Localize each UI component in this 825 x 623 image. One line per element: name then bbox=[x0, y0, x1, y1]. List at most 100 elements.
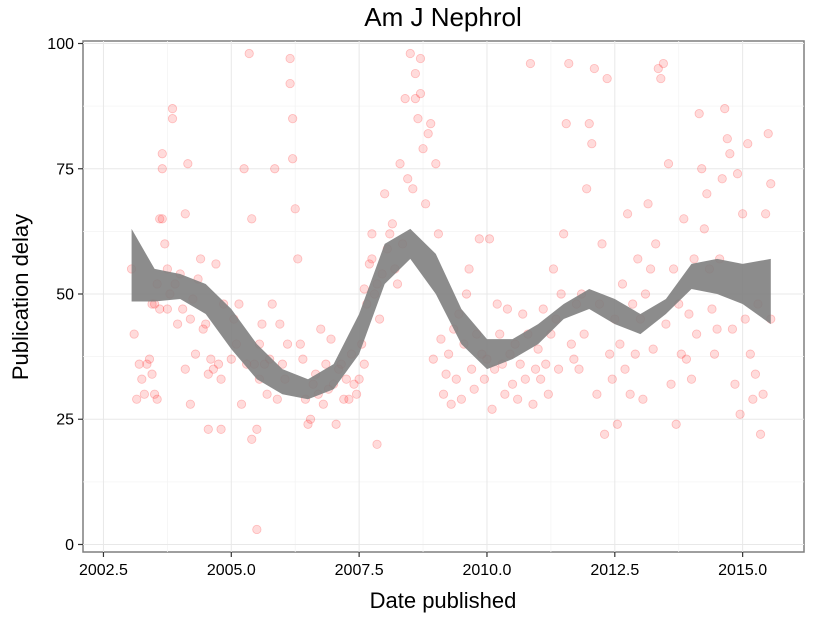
data-point bbox=[160, 239, 170, 249]
data-point bbox=[295, 339, 305, 349]
data-point bbox=[735, 409, 745, 419]
data-point bbox=[162, 304, 172, 314]
data-point bbox=[372, 439, 382, 449]
data-point bbox=[431, 159, 441, 169]
data-point bbox=[367, 229, 377, 239]
x-tick-label: 2002.5 bbox=[79, 562, 128, 579]
data-point bbox=[137, 374, 147, 384]
data-point bbox=[211, 259, 221, 269]
data-point bbox=[622, 209, 633, 219]
data-point bbox=[617, 279, 628, 289]
data-point bbox=[190, 349, 201, 359]
data-point bbox=[556, 289, 566, 299]
x-tick-label: 2007.5 bbox=[335, 562, 384, 579]
data-point bbox=[359, 359, 369, 369]
data-point bbox=[456, 394, 466, 404]
data-point bbox=[679, 214, 689, 224]
data-point bbox=[433, 229, 443, 239]
data-point bbox=[738, 209, 748, 219]
data-point bbox=[321, 359, 331, 369]
data-point bbox=[461, 289, 472, 299]
data-point bbox=[400, 94, 410, 104]
data-point bbox=[653, 63, 663, 74]
data-point bbox=[638, 394, 648, 404]
data-point bbox=[144, 354, 155, 364]
data-point bbox=[702, 189, 712, 199]
data-point bbox=[380, 189, 390, 199]
data-point bbox=[172, 319, 183, 329]
data-point bbox=[743, 139, 753, 149]
data-point bbox=[602, 73, 612, 84]
data-point bbox=[732, 169, 743, 179]
y-axis-title: Publication delay bbox=[8, 214, 33, 380]
data-point bbox=[147, 369, 157, 379]
data-point bbox=[305, 414, 316, 424]
y-tick-label: 50 bbox=[56, 286, 74, 303]
data-point bbox=[692, 329, 702, 339]
data-point bbox=[492, 299, 502, 309]
data-point bbox=[244, 48, 254, 59]
data-point bbox=[620, 364, 630, 374]
data-point bbox=[725, 149, 735, 159]
x-tick-label: 2015.0 bbox=[718, 562, 767, 579]
data-point bbox=[270, 164, 280, 174]
data-point bbox=[203, 424, 213, 434]
data-point bbox=[709, 349, 720, 359]
data-point bbox=[403, 174, 413, 184]
y-tick-label: 75 bbox=[56, 161, 74, 178]
data-point bbox=[185, 399, 195, 409]
data-point bbox=[139, 389, 149, 399]
data-point bbox=[288, 114, 298, 124]
data-point bbox=[418, 144, 428, 154]
data-point bbox=[267, 299, 277, 309]
data-point bbox=[630, 349, 640, 359]
data-point bbox=[326, 334, 336, 344]
data-point bbox=[651, 239, 661, 249]
data-point bbox=[206, 354, 216, 364]
data-point bbox=[758, 389, 768, 399]
data-point bbox=[351, 389, 362, 399]
data-point bbox=[451, 374, 461, 384]
data-point bbox=[681, 354, 691, 364]
data-point bbox=[410, 68, 420, 79]
data-point bbox=[755, 429, 766, 439]
data-point bbox=[392, 279, 403, 289]
data-point bbox=[196, 254, 206, 264]
data-point bbox=[129, 329, 139, 339]
data-point bbox=[745, 349, 755, 359]
y-tick-label: 100 bbox=[47, 36, 74, 53]
data-point bbox=[155, 304, 165, 314]
data-point bbox=[180, 209, 190, 219]
data-point bbox=[239, 164, 249, 174]
data-point bbox=[607, 374, 617, 384]
data-point bbox=[597, 239, 607, 249]
data-point bbox=[538, 304, 548, 314]
data-point bbox=[694, 109, 704, 119]
data-point bbox=[252, 424, 262, 434]
data-point bbox=[730, 379, 740, 389]
x-tick-label: 2012.5 bbox=[590, 562, 639, 579]
data-point bbox=[748, 394, 758, 404]
data-point bbox=[152, 394, 162, 404]
data-point bbox=[707, 304, 717, 314]
data-point bbox=[234, 299, 244, 309]
data-point bbox=[643, 199, 653, 209]
data-point bbox=[247, 434, 257, 444]
data-point bbox=[167, 114, 178, 124]
data-point bbox=[272, 394, 282, 404]
data-point bbox=[288, 154, 298, 164]
data-point bbox=[536, 374, 546, 384]
data-point bbox=[520, 374, 530, 384]
data-point bbox=[599, 429, 610, 439]
data-point bbox=[201, 319, 211, 329]
data-point bbox=[561, 119, 571, 129]
data-point bbox=[157, 214, 167, 224]
data-point bbox=[515, 359, 525, 369]
data-point bbox=[640, 289, 651, 299]
data-point bbox=[178, 304, 188, 314]
data-point bbox=[467, 364, 477, 374]
data-point bbox=[183, 159, 193, 169]
data-point bbox=[262, 389, 272, 399]
